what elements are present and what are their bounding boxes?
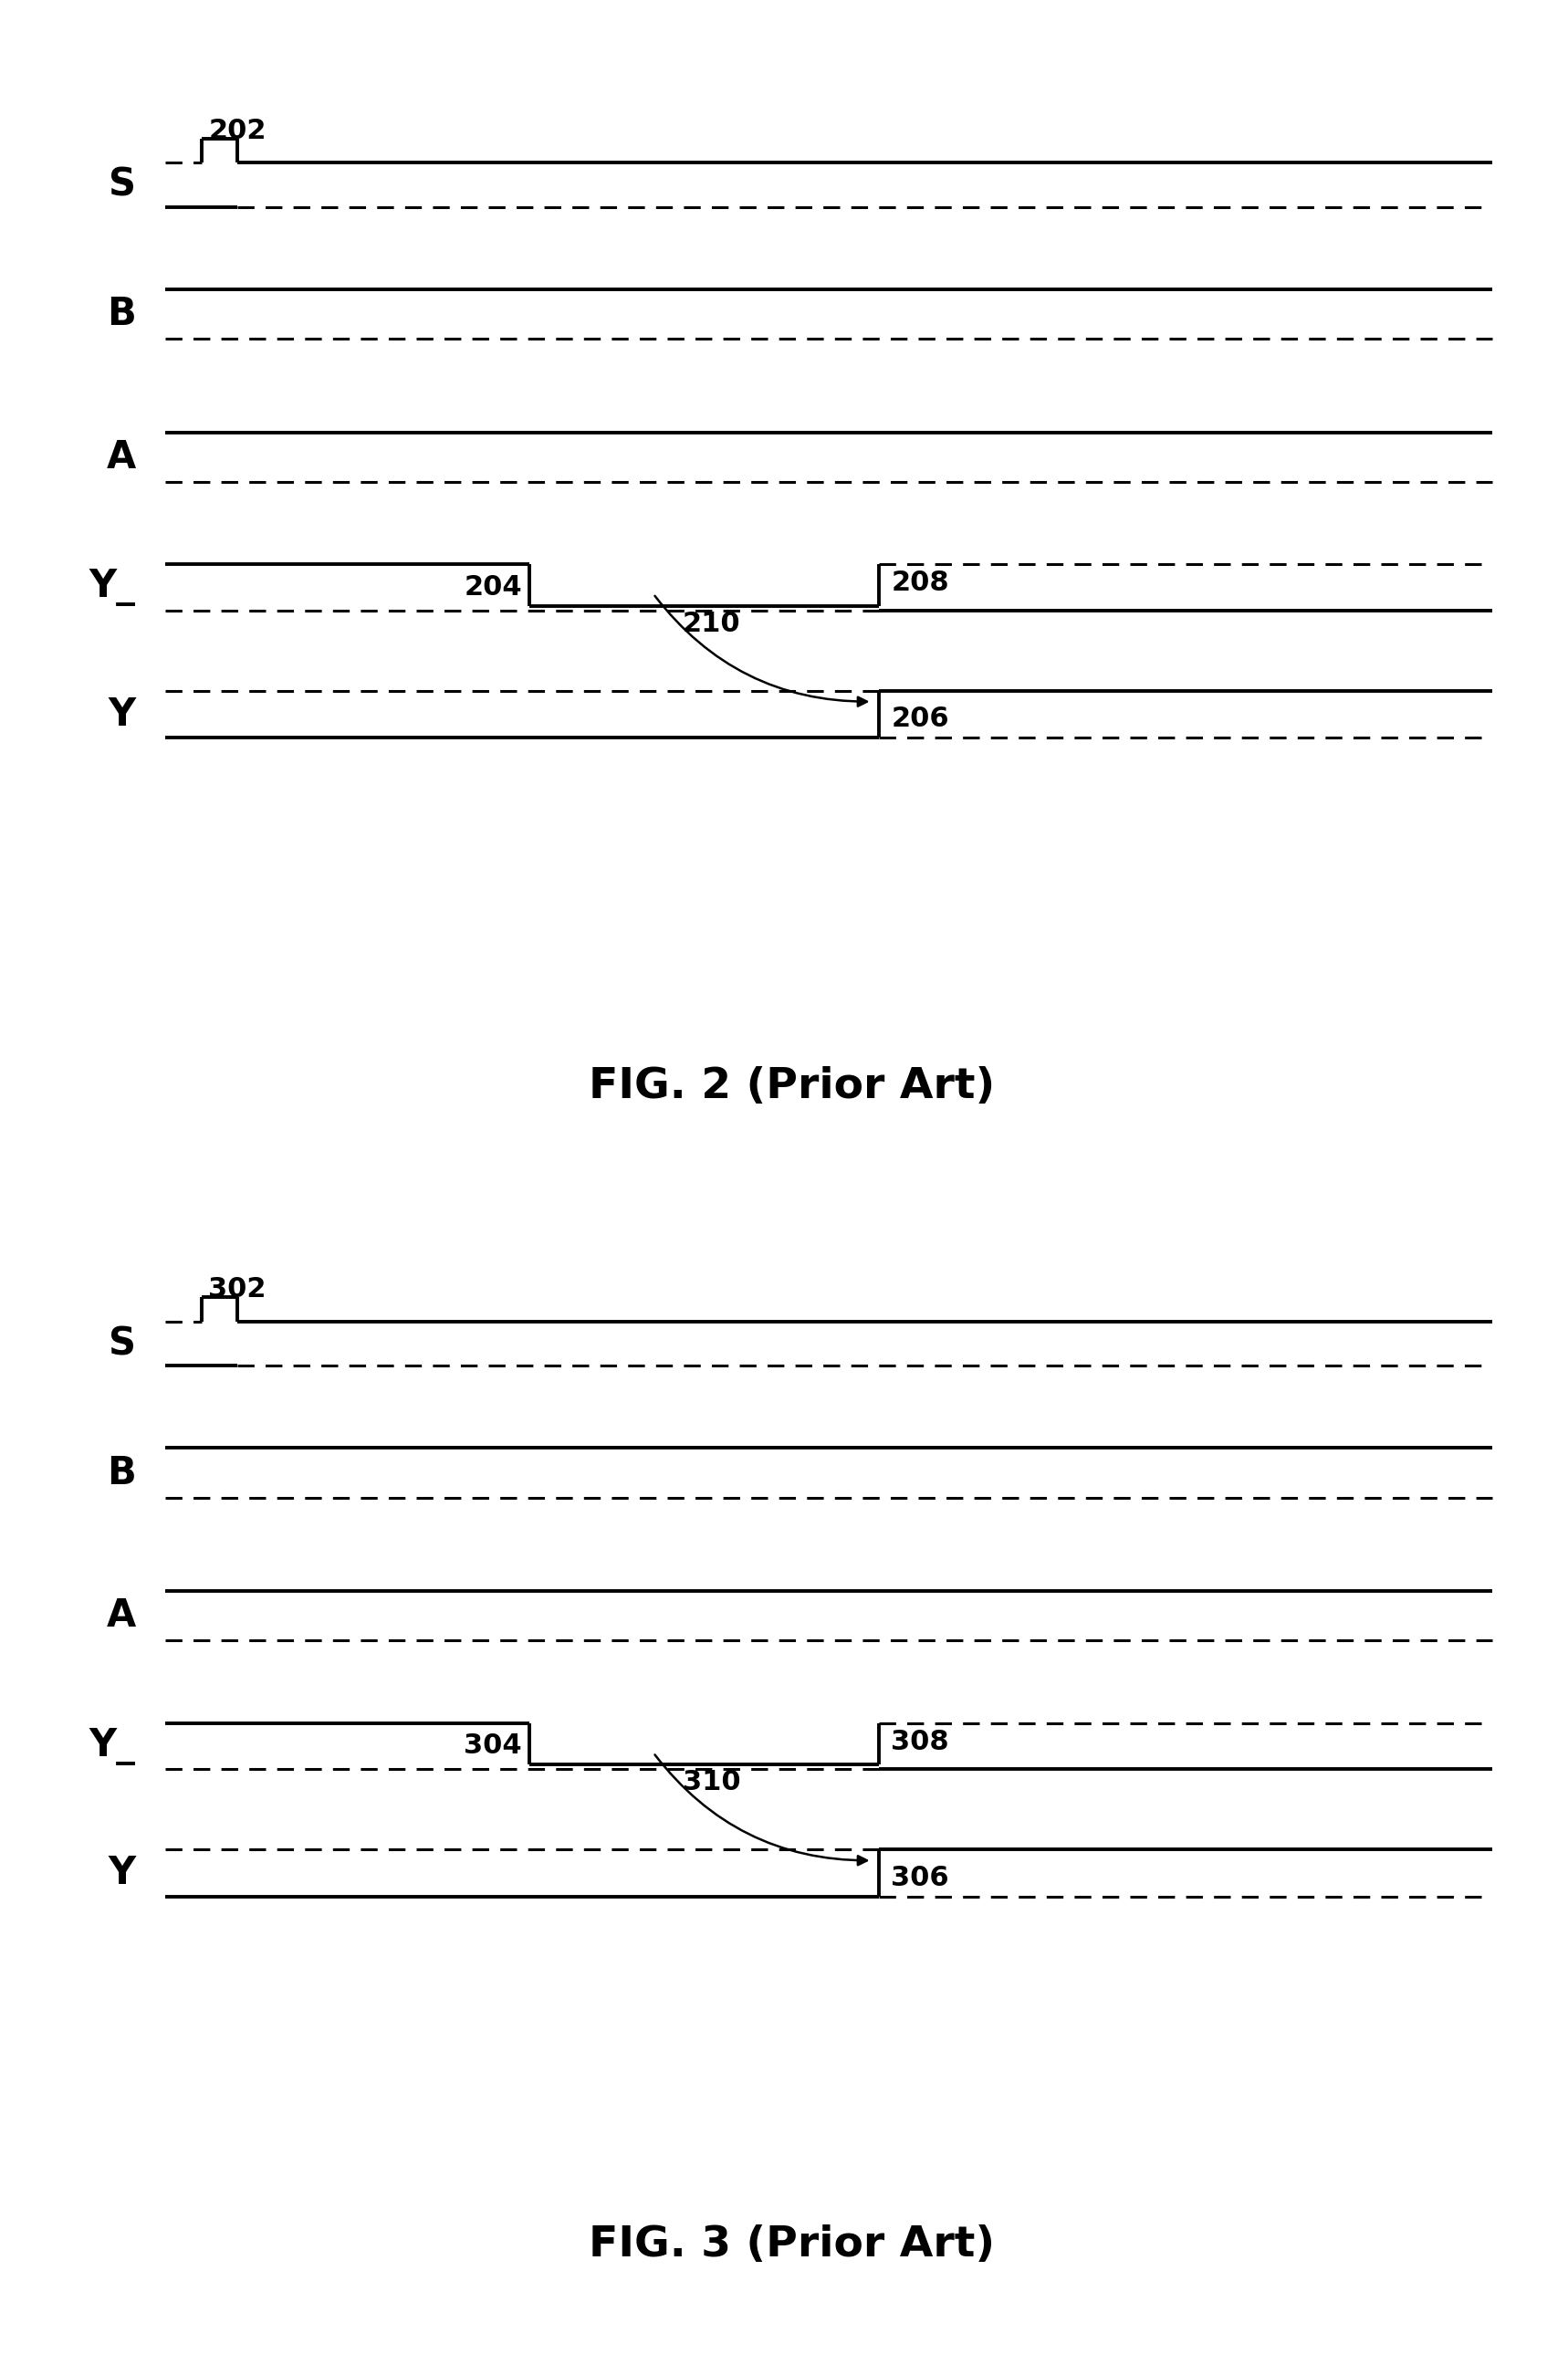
Text: 306: 306 xyxy=(891,1866,949,1892)
Text: 304: 304 xyxy=(464,1734,522,1760)
Text: 210: 210 xyxy=(682,610,740,636)
Text: FIG. 2 (Prior Art): FIG. 2 (Prior Art) xyxy=(588,1067,996,1107)
Text: B: B xyxy=(107,296,135,333)
Text: 202: 202 xyxy=(209,118,267,144)
Text: B: B xyxy=(107,1454,135,1492)
Text: Y_: Y_ xyxy=(89,1726,135,1764)
Text: 204: 204 xyxy=(464,575,522,601)
Text: 206: 206 xyxy=(891,707,949,733)
Text: 308: 308 xyxy=(891,1729,949,1755)
Text: S: S xyxy=(108,1324,135,1362)
Text: 302: 302 xyxy=(209,1277,267,1303)
Text: FIG. 3 (Prior Art): FIG. 3 (Prior Art) xyxy=(588,2225,996,2266)
Text: Y: Y xyxy=(108,695,135,733)
Text: A: A xyxy=(107,438,135,475)
Text: 208: 208 xyxy=(891,570,949,596)
Text: Y: Y xyxy=(108,1854,135,1892)
Text: Y_: Y_ xyxy=(89,568,135,605)
Text: 310: 310 xyxy=(682,1769,740,1795)
Text: S: S xyxy=(108,166,135,203)
Text: A: A xyxy=(107,1596,135,1634)
